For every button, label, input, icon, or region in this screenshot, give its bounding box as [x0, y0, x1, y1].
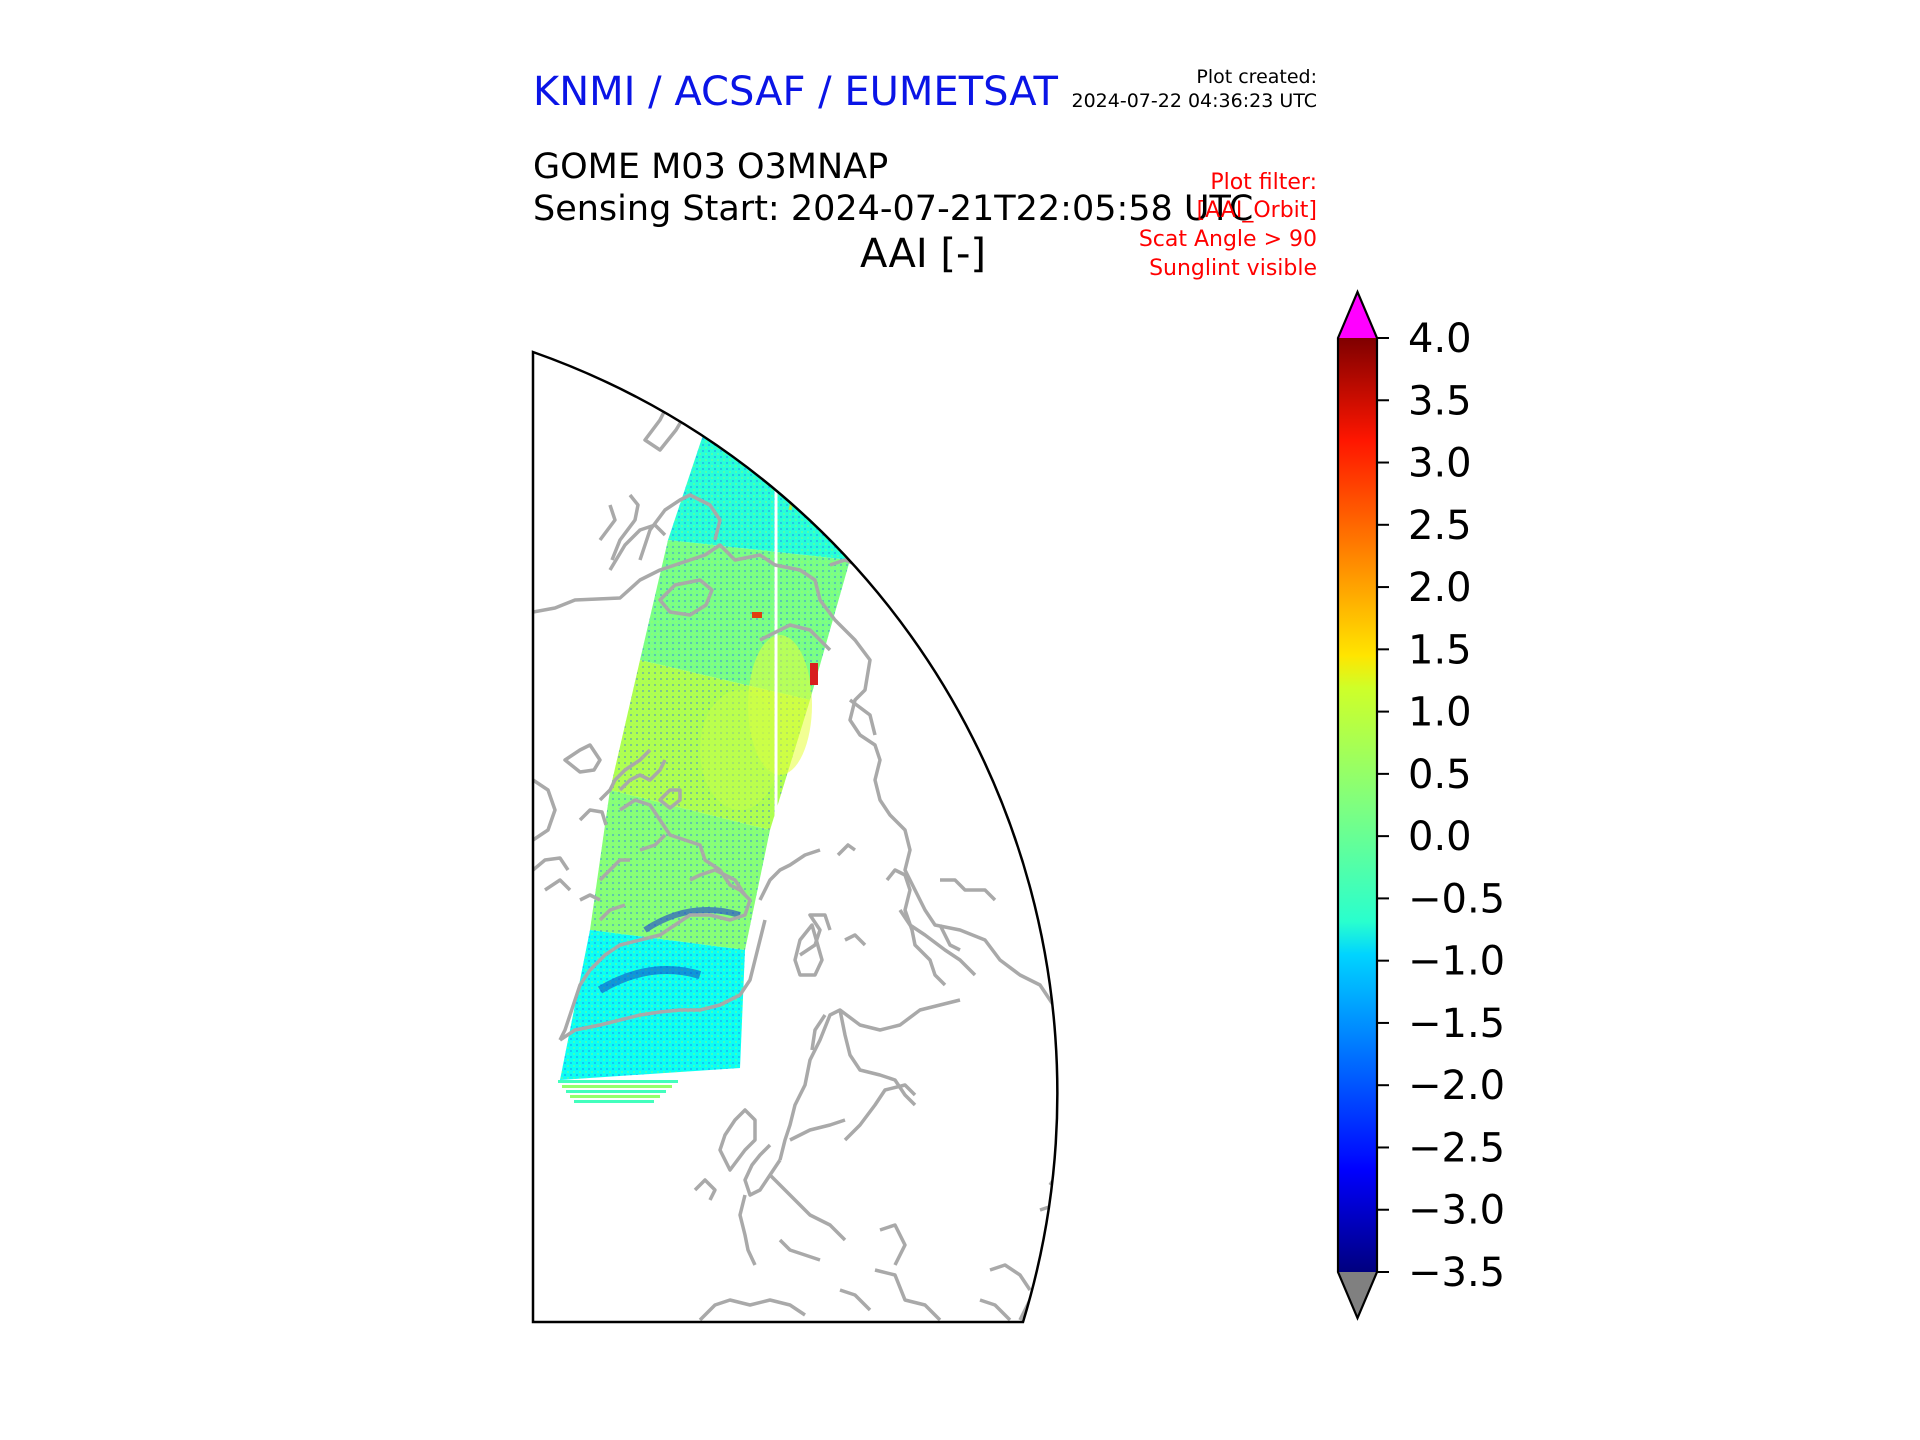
swath-segment	[708, 352, 964, 430]
colorbar-tick-label: −0.5	[1408, 876, 1505, 922]
colorbar-gradient	[1338, 338, 1377, 1272]
swath-edge-line	[574, 1100, 654, 1103]
map-frame	[531, 350, 1059, 1324]
swath-edge-line	[562, 1085, 672, 1088]
plot-created-label: Plot created:	[1196, 66, 1317, 88]
coastlines	[533, 373, 1058, 1322]
plot-filter-line: Sunglint visible	[1149, 256, 1317, 281]
colorbar: 4.0 3.5 3.0 2.5 2.0 1.5 1.0 0.5 0.0 −0.5 −1.0 −1.5 −…	[1336, 289, 1505, 1321]
variable-title: AAI [-]	[860, 231, 986, 277]
colorbar-tick-label: 1.5	[1408, 627, 1472, 673]
colorbar-tick-label: −3.0	[1408, 1188, 1505, 1234]
product-title: GOME M03 O3MNAP	[533, 147, 889, 187]
swath-edge-line	[558, 1080, 678, 1083]
plot-created-time: 2024-07-22 04:36:23 UTC	[1071, 90, 1318, 112]
colorbar-tick-label: −1.5	[1408, 1001, 1505, 1047]
header-organizations: KNMI / ACSAF / EUMETSAT	[533, 69, 1058, 115]
colorbar-under-triangle	[1338, 1272, 1377, 1318]
colorbar-tick-label: 2.5	[1408, 503, 1472, 549]
colorbar-tick-label: −2.0	[1408, 1063, 1505, 1109]
colorbar-tick-label: 1.0	[1408, 690, 1472, 736]
plot-filter-line: Plot filter:	[1210, 170, 1317, 195]
plot-filter-line: [AAI_Orbit]	[1196, 198, 1317, 223]
map-area	[533, 352, 1058, 1322]
colorbar-tick-label: −1.0	[1408, 939, 1505, 985]
colorbar-tick-label: −2.5	[1408, 1125, 1505, 1171]
colorbar-over-triangle	[1338, 292, 1377, 338]
colorbar-tick-label: 2.0	[1408, 565, 1472, 611]
colorbar-tick-label: −3.5	[1408, 1250, 1505, 1296]
swath-edge-line	[566, 1090, 666, 1093]
sensing-start: Sensing Start: 2024-07-21T22:05:58 UTC	[533, 189, 1254, 229]
colorbar-tick-label: 0.0	[1408, 814, 1472, 860]
colorbar-tick-label: 0.5	[1408, 752, 1472, 798]
colorbar-tick-label: 4.0	[1408, 316, 1472, 362]
plot-filter-line: Scat Angle > 90	[1138, 227, 1317, 252]
colorbar-tick-label: 3.0	[1408, 441, 1472, 487]
colorbar-tick-label: 3.5	[1408, 378, 1472, 424]
swath-edge-line	[570, 1095, 660, 1098]
